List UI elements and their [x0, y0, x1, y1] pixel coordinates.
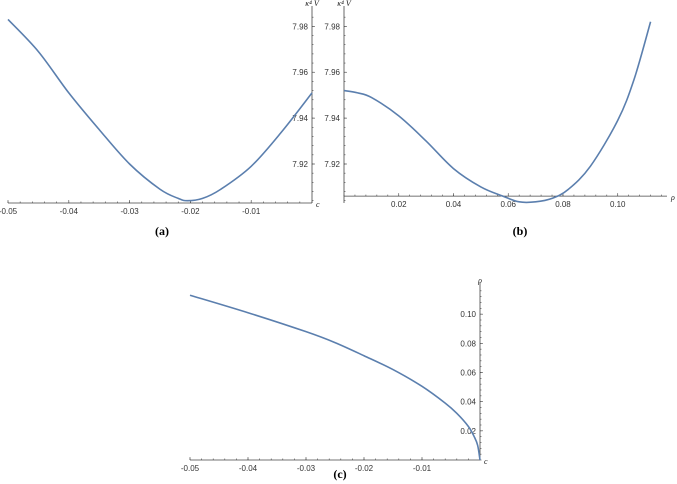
x-tick-label: -0.05 — [0, 207, 18, 216]
x-tick-label: 0.02 — [391, 200, 407, 209]
x-tick-label: -0.04 — [239, 464, 258, 473]
y-axis-label: κ⁴ V — [305, 0, 320, 8]
x-axis-label: c — [484, 457, 488, 466]
x-tick-label: -0.02 — [355, 464, 374, 473]
y-tick-label: 7.96 — [292, 68, 308, 77]
y-tick-label: 7.98 — [292, 22, 308, 31]
x-tick-label: 0.10 — [610, 200, 626, 209]
y-axis-label: κ⁴ V — [337, 0, 352, 8]
x-tick-label: -0.03 — [297, 464, 316, 473]
panel-a: -0.05 -0.04 -0.03 -0.02 -0.01 7.92 7.94 7.96 7.9… — [0, 0, 320, 238]
y-tick-label: 7.98 — [324, 22, 340, 31]
x-tick-label: -0.04 — [60, 207, 79, 216]
y-tick-label: 7.92 — [324, 160, 340, 169]
y-tick-label: 0.08 — [460, 339, 476, 348]
x-tick-label: -0.03 — [120, 207, 139, 216]
y-tick-label: 7.96 — [324, 68, 340, 77]
x-tick-label: -0.01 — [242, 207, 261, 216]
series-line — [343, 21, 652, 204]
x-tick-label: -0.05 — [181, 464, 200, 473]
y-tick-label: 0.10 — [460, 310, 476, 319]
y-tick-label: 7.94 — [324, 114, 340, 123]
x-tick-label: 0.04 — [446, 200, 462, 209]
x-tick-label: 0.08 — [555, 200, 571, 209]
y-tick-label: 7.94 — [292, 114, 308, 123]
panel-label: (c) — [333, 467, 346, 481]
series-line — [189, 294, 481, 461]
x-tick-label: -0.02 — [181, 207, 200, 216]
y-tick-label: 0.02 — [460, 427, 476, 436]
x-tick-label: 0.06 — [500, 200, 516, 209]
panel-b: 0.02 0.04 0.06 0.08 0.10 7.92 7.94 7.96 7.98 ρ κ⁴ … — [324, 0, 675, 238]
x-axis-label: ρ — [670, 193, 675, 202]
y-axis-label: ρ — [477, 276, 482, 285]
y-tick-label: 0.04 — [460, 398, 476, 407]
x-axis-label: c — [316, 200, 320, 209]
panel-label: (a) — [155, 224, 169, 238]
panel-label: (b) — [513, 224, 528, 238]
x-tick-label: -0.01 — [413, 464, 432, 473]
series-line — [7, 18, 313, 202]
panel-c: -0.05 -0.04 -0.03 -0.02 -0.01 0.02 0.04 0.06 0.0… — [181, 276, 488, 481]
y-tick-label: 0.06 — [460, 369, 476, 378]
y-tick-label: 7.92 — [292, 160, 308, 169]
